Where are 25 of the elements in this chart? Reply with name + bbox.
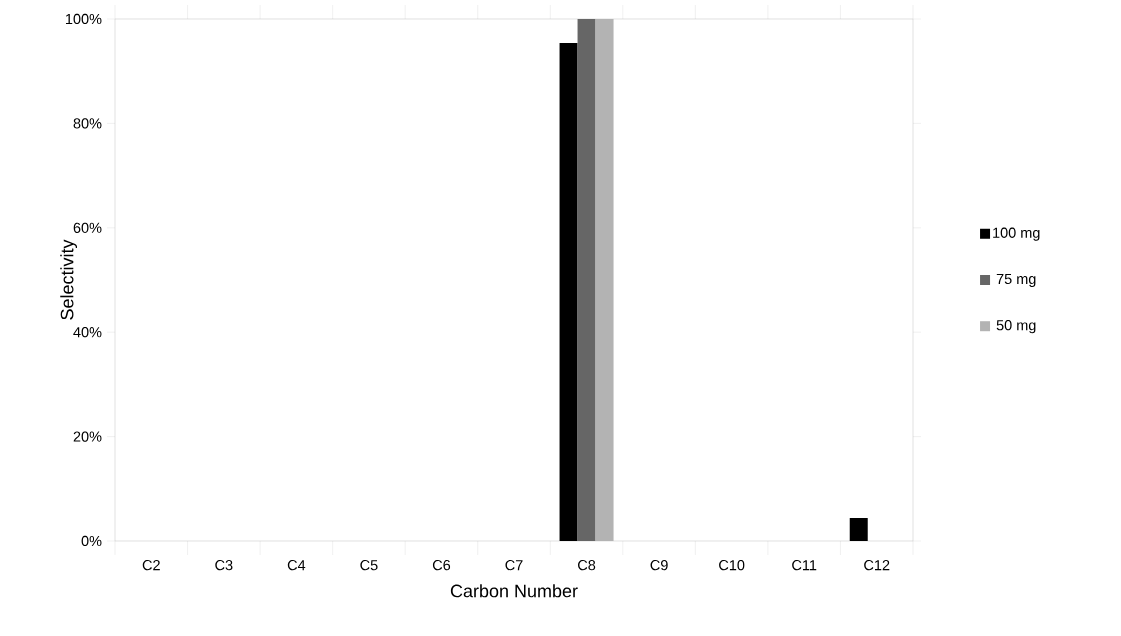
y-tick-label: 100% bbox=[65, 13, 102, 25]
x-tick-label: C4 bbox=[287, 560, 306, 571]
x-tick-label: C2 bbox=[142, 560, 160, 571]
x-tick-label: C12 bbox=[864, 560, 890, 571]
y-tick-label: 20% bbox=[73, 431, 102, 442]
y-tick-label: 0% bbox=[81, 535, 102, 547]
x-axis-title: Carbon Number bbox=[450, 584, 578, 598]
y-axis-title: Selectivity bbox=[60, 239, 78, 320]
x-tick-label: C3 bbox=[215, 560, 233, 571]
x-tick-label: C7 bbox=[505, 560, 523, 571]
x-tick-label: C8 bbox=[578, 560, 596, 571]
x-tick-label: C5 bbox=[360, 560, 378, 571]
bar bbox=[577, 18, 596, 541]
legend-label: 100 mg bbox=[993, 227, 1040, 241]
x-tick-label: C6 bbox=[432, 560, 451, 571]
y-tick-label: 40% bbox=[73, 327, 102, 338]
legend-label: 50 mg bbox=[996, 320, 1036, 334]
x-tick-label: C9 bbox=[650, 560, 668, 571]
legend-label: 75 mg bbox=[996, 273, 1036, 287]
y-tick-label: 80% bbox=[73, 118, 102, 129]
bar bbox=[559, 43, 578, 541]
x-tick-label: C10 bbox=[719, 560, 745, 571]
bar bbox=[849, 518, 868, 541]
x-tick-label: C11 bbox=[792, 560, 817, 571]
y-tick-label: 60% bbox=[73, 222, 102, 233]
